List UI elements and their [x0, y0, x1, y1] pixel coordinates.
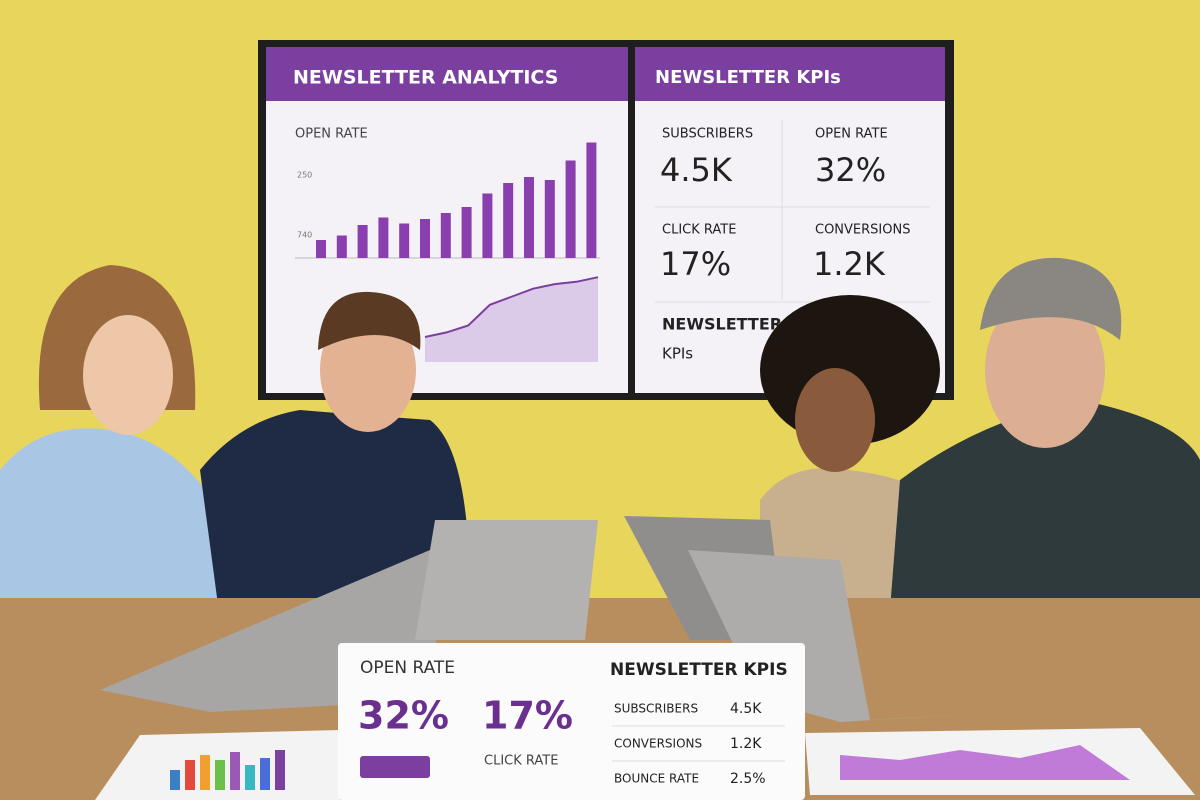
paper-bar: [230, 752, 240, 790]
bar: [482, 193, 493, 258]
footer-title: NEWSLETTER: [662, 315, 782, 334]
bar: [524, 177, 534, 258]
head: [985, 292, 1105, 448]
paper-bars: [170, 750, 285, 790]
bar: [378, 217, 389, 258]
paper-bar: [185, 760, 195, 790]
left-title: NEWSLETTER ANALYTICS: [293, 67, 558, 89]
kpi-value: 32%: [815, 151, 886, 189]
hair: [980, 257, 1122, 340]
bar-chart: [316, 142, 597, 258]
hair: [318, 291, 421, 350]
paper-bar: [200, 755, 210, 790]
bar: [586, 142, 597, 258]
bar: [544, 180, 555, 258]
paper-area: [840, 745, 1130, 780]
bar: [565, 160, 576, 258]
kpi-value: 17%: [660, 245, 731, 283]
bar: [316, 240, 326, 258]
row-label: BOUNCE RATE: [614, 772, 699, 786]
row-label: SUBSCRIBERS: [614, 702, 698, 716]
row-label: CONVERSIONS: [614, 737, 702, 751]
kpi-title: NEWSLETTER KPIS: [610, 660, 788, 680]
head: [83, 315, 173, 435]
card-value: 17%: [482, 694, 573, 738]
bar: [440, 213, 451, 258]
kpi-value: 1.2K: [813, 245, 886, 283]
area: [425, 277, 598, 362]
card-value: 32%: [358, 694, 449, 738]
card-pill: [360, 756, 430, 778]
tick-label: 250: [297, 171, 312, 180]
bar: [461, 207, 472, 258]
kpi-label: CLICK RATE: [662, 223, 736, 238]
left-header: [266, 47, 628, 101]
row-value: 2.5%: [730, 771, 766, 787]
right-header: [635, 47, 945, 101]
bar: [399, 223, 410, 258]
kpi-label: OPEN RATE: [815, 127, 888, 142]
card-label: CLICK RATE: [484, 754, 558, 769]
paper-bar: [275, 750, 285, 790]
paper-bar: [260, 758, 270, 790]
head: [795, 368, 875, 472]
paper-bar: [245, 765, 255, 790]
bar: [420, 219, 430, 258]
footer-sub: KPIs: [662, 345, 693, 363]
bar: [357, 225, 368, 258]
paper-bar: [215, 760, 225, 790]
line: [424, 276, 599, 338]
laptop: [415, 520, 598, 640]
right-title: NEWSLETTER KPIs: [655, 67, 841, 88]
bar: [503, 183, 514, 258]
kpi-label: SUBSCRIBERS: [662, 127, 753, 142]
tick-label: 740: [297, 231, 312, 240]
card-title: OPEN RATE: [360, 658, 455, 678]
chart-label: OPEN RATE: [295, 127, 368, 142]
kpi-rows: SUBSCRIBERS 4.5K CONVERSIONS 1.2K BOUNCE RAT…: [612, 701, 785, 787]
bar: [336, 235, 347, 258]
paper-bar: [170, 770, 180, 790]
kpi-value: 4.5K: [660, 151, 733, 189]
area-chart: [424, 276, 599, 362]
row-value: 1.2K: [730, 736, 762, 752]
row-value: 4.5K: [730, 701, 762, 717]
kpi-label: CONVERSIONS: [815, 223, 910, 238]
